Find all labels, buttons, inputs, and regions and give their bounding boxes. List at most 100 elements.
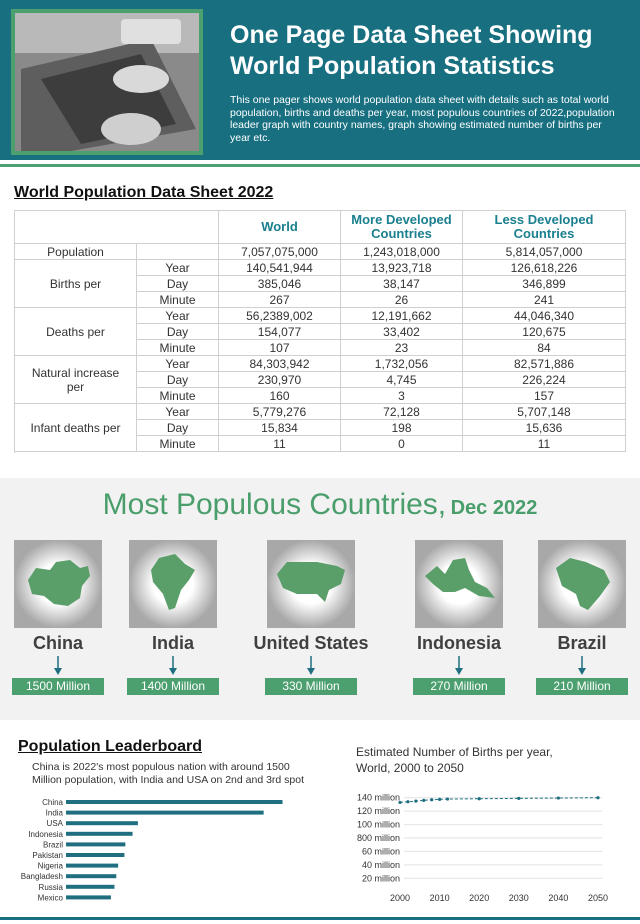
period-cell: Year <box>137 308 219 324</box>
value-cell: 33,402 <box>341 324 463 340</box>
country-map <box>129 540 217 628</box>
period-cell: Year <box>137 404 219 420</box>
y-tick-label: 60 million <box>362 846 400 856</box>
y-tick-label: 100 million <box>357 820 400 830</box>
divider <box>0 164 640 167</box>
value-cell: 230,970 <box>219 372 341 388</box>
period-cell <box>137 244 219 260</box>
value-cell: 11 <box>219 436 341 452</box>
period-cell: Year <box>137 356 219 372</box>
births-chart: 140 million 120 million 100 million 800 mil… <box>357 793 608 903</box>
bar <box>66 863 119 868</box>
countries-title: Most Populous Countries, <box>102 488 447 521</box>
value-cell: 5,779,276 <box>219 404 341 420</box>
value-cell: 0 <box>341 436 463 452</box>
column-header: More Developed Countries <box>341 211 463 244</box>
value-cell: 84 <box>463 340 626 356</box>
country-name: China <box>32 633 83 653</box>
value-cell: 72,128 <box>341 404 463 420</box>
value-cell: 23 <box>341 340 463 356</box>
value-cell: 226,224 <box>463 372 626 388</box>
country-name: India <box>151 633 194 653</box>
bar <box>66 895 111 900</box>
data-table: World More Developed Countries Less Develo… <box>14 210 626 453</box>
period-cell: Minute <box>137 436 219 452</box>
countries-heading: Most Populous Countries, Dec 2022 <box>0 488 640 522</box>
value-cell: 157 <box>463 388 626 404</box>
country-name: Indonesia <box>416 633 501 653</box>
value-cell: 7,057,075,000 <box>219 244 341 260</box>
point <box>422 798 426 802</box>
births-title: Estimated Number of Births per year, Wor… <box>356 745 553 775</box>
value-cell: 15,834 <box>219 420 341 436</box>
country-name: United States <box>253 633 369 653</box>
value-cell: 1,243,018,000 <box>341 244 463 260</box>
row-label: Population <box>15 244 137 260</box>
x-tick-label: 2050 <box>588 893 608 903</box>
row-label: Deaths per <box>15 308 137 356</box>
value-cell: 15,636 <box>463 420 626 436</box>
point <box>414 799 418 803</box>
period-cell: Day <box>137 324 219 340</box>
bar <box>66 831 133 836</box>
value-cell: 198 <box>341 420 463 436</box>
country-population: 210 Million <box>536 678 628 695</box>
leaderboard-description: China is 2022's most populous nation wit… <box>32 761 305 786</box>
period-cell: Minute <box>137 292 219 308</box>
point <box>430 798 434 802</box>
bar <box>66 842 126 847</box>
value-cell: 38,147 <box>341 276 463 292</box>
bar <box>66 810 264 815</box>
bar-label: Indonesia <box>28 830 63 839</box>
bar-label: Nigeria <box>38 862 64 871</box>
value-cell: 44,046,340 <box>463 308 626 324</box>
value-cell: 84,303,942 <box>219 356 341 372</box>
value-cell: 154,077 <box>219 324 341 340</box>
point <box>517 796 521 800</box>
value-cell: 241 <box>463 292 626 308</box>
x-tick-label: 2020 <box>469 893 489 903</box>
country-population: 1500 Million <box>12 678 104 695</box>
point <box>445 797 450 801</box>
period-cell: Minute <box>137 388 219 404</box>
row-label: Infant deaths per <box>15 404 137 452</box>
footer-line <box>0 917 640 920</box>
bar-label: Russia <box>39 883 64 892</box>
value-cell: 13,923,718 <box>341 260 463 276</box>
y-tick-label: 20 million <box>362 873 400 883</box>
country-population: 1400 Million <box>127 678 219 695</box>
bar-label: Brazil <box>43 840 63 849</box>
bar-label: Pakistan <box>32 851 63 860</box>
value-cell: 3 <box>341 388 463 404</box>
table-title: World Population Data Sheet 2022 <box>14 184 274 201</box>
value-cell: 140,541,944 <box>219 260 341 276</box>
value-cell: 346,899 <box>463 276 626 292</box>
value-cell: 12,191,662 <box>341 308 463 324</box>
value-cell: 26 <box>341 292 463 308</box>
bar-label: Bangladesh <box>21 872 63 881</box>
value-cell: 385,046 <box>219 276 341 292</box>
point <box>556 796 560 800</box>
value-cell: 82,571,886 <box>463 356 626 372</box>
point <box>596 796 600 800</box>
y-tick-label: 40 million <box>362 860 400 870</box>
leaderboard-title: Population Leaderboard <box>18 738 203 755</box>
countries-section: Most Populous Countries, Dec 2022 China 1… <box>0 478 640 720</box>
value-cell: 5,814,057,000 <box>463 244 626 260</box>
country-map <box>14 540 102 628</box>
value-cell: 267 <box>219 292 341 308</box>
y-tick-label: 800 million <box>357 833 400 843</box>
country-population: 330 Million <box>265 678 357 695</box>
arrow <box>455 656 463 675</box>
arrow <box>578 656 586 675</box>
value-cell: 5,707,148 <box>463 404 626 420</box>
header-photo <box>11 9 203 155</box>
bar <box>66 853 125 857</box>
row-label: Births per <box>15 260 137 308</box>
value-cell: 11 <box>463 436 626 452</box>
value-cell: 126,618,226 <box>463 260 626 276</box>
country-map <box>538 540 626 628</box>
line <box>399 797 599 803</box>
country-map <box>267 540 355 628</box>
